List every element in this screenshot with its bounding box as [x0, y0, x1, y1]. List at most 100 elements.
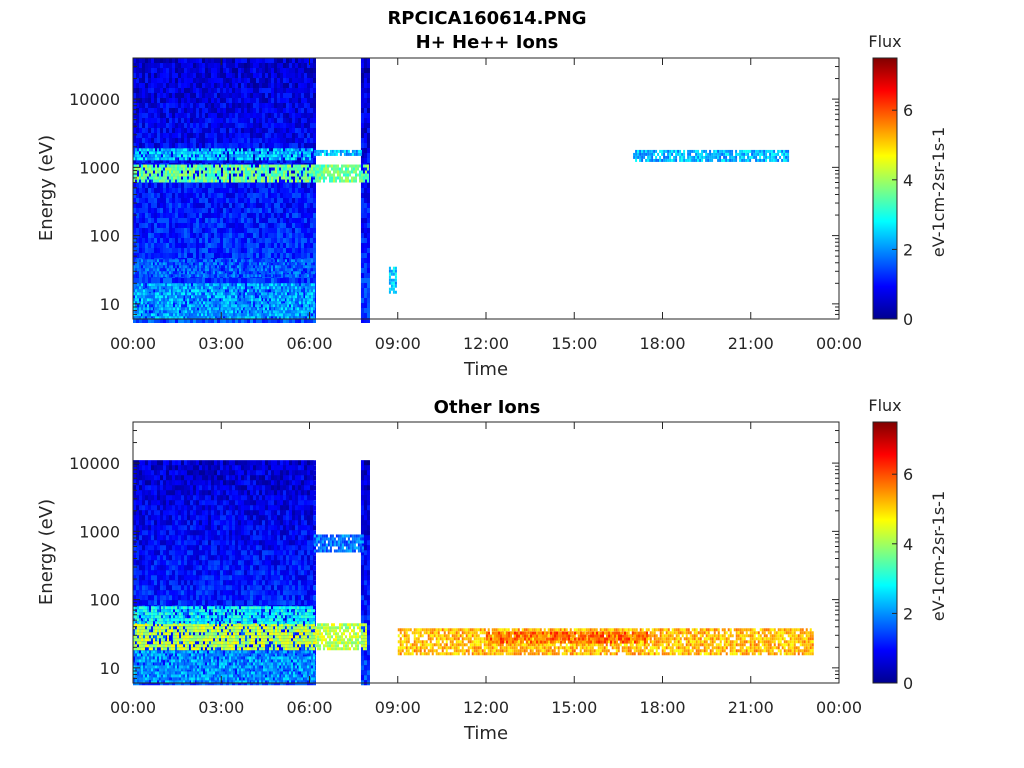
heatmap-band-cell — [135, 151, 137, 155]
heatmap-cell — [235, 243, 238, 248]
heatmap-band-cell — [307, 151, 309, 155]
heatmap-band-cell — [159, 307, 161, 311]
heatmap-band-cell — [263, 154, 265, 158]
heatmap-band-cell — [205, 316, 207, 320]
heatmap-cell — [145, 198, 148, 203]
heatmap-cell — [265, 188, 268, 193]
heatmap-cell — [366, 268, 370, 273]
heatmap-band-cell — [251, 167, 253, 171]
heatmap-band-cell — [307, 170, 309, 174]
heatmap-band-cell — [171, 316, 173, 320]
heatmap-band-cell — [145, 289, 147, 293]
heatmap-band-cell — [277, 313, 279, 317]
heatmap-cell — [157, 253, 160, 258]
heatmap-cell — [157, 163, 160, 168]
heatmap-band-cell — [261, 283, 263, 287]
heatmap-cell — [238, 198, 241, 203]
heatmap-cell — [238, 298, 241, 303]
heatmap-cell — [298, 283, 301, 288]
heatmap-band-cell — [221, 154, 223, 158]
heatmap-cell — [169, 238, 172, 243]
heatmap-band-cell — [215, 148, 217, 152]
heatmap-cell — [169, 63, 172, 68]
heatmap-band-cell — [287, 157, 289, 161]
heatmap-cell — [136, 253, 139, 258]
heatmap-cell — [196, 113, 199, 118]
heatmap-band-cell — [181, 167, 183, 171]
heatmap-cell — [199, 83, 202, 88]
heatmap-cell — [181, 138, 184, 143]
heatmap-cell — [241, 318, 244, 323]
heatmap-cell — [271, 98, 274, 103]
heatmap-band-cell — [239, 286, 241, 290]
heatmap-band-cell — [321, 173, 323, 177]
heatmap-cell — [133, 63, 136, 68]
heatmap-band-cell — [293, 154, 295, 158]
heatmap-band-cell — [247, 283, 249, 287]
heatmap-band-cell — [159, 173, 161, 177]
heatmap-cell — [244, 143, 247, 148]
heatmap-cell — [307, 103, 310, 108]
heatmap-cell — [274, 63, 277, 68]
heatmap-cell — [235, 223, 238, 228]
heatmap-cell — [247, 108, 250, 113]
heatmap-band-cell — [283, 164, 285, 168]
heatmap-cell — [199, 188, 202, 193]
heatmap-cell — [136, 158, 139, 163]
heatmap-band-cell — [169, 301, 171, 305]
heatmap-band-cell — [229, 292, 231, 296]
heatmap-cell — [238, 318, 241, 323]
heatmap-band-cell — [233, 286, 235, 290]
heatmap-band-cell — [245, 176, 247, 180]
heatmap-band-cell — [297, 151, 299, 155]
heatmap-cell — [244, 113, 247, 118]
heatmap-band-cell — [315, 179, 317, 183]
heatmap-band-cell — [239, 167, 241, 171]
heatmap-cell — [271, 128, 274, 133]
heatmap-cell — [163, 73, 166, 78]
heatmap-cell — [366, 153, 370, 158]
heatmap-cell — [271, 228, 274, 233]
heatmap-cell — [244, 223, 247, 228]
heatmap-band-cell — [275, 292, 277, 296]
heatmap-cell — [145, 318, 148, 323]
heatmap-cell — [241, 98, 244, 103]
heatmap-cell — [157, 198, 160, 203]
heatmap-cell — [175, 238, 178, 243]
heatmap-band-cell — [275, 154, 277, 158]
heatmap-band-cell — [253, 313, 255, 317]
heatmap-cell — [265, 123, 268, 128]
heatmap-band-cell — [233, 316, 235, 320]
heatmap-cell — [307, 188, 310, 193]
heatmap-band-cell — [215, 157, 217, 161]
heatmap-band-cell — [245, 151, 247, 155]
heatmap-cell — [175, 188, 178, 193]
heatmap-cell — [313, 188, 316, 193]
heatmap-band-cell — [219, 151, 221, 155]
heatmap-cell — [208, 128, 211, 133]
heatmap-band-cell — [157, 316, 159, 320]
heatmap-band-cell — [143, 173, 145, 177]
heatmap-band-cell — [261, 157, 263, 161]
heatmap-cell — [360, 93, 364, 98]
heatmap-band-cell — [243, 283, 245, 287]
heatmap-cell — [280, 153, 283, 158]
heatmap-band-cell — [197, 157, 199, 161]
heatmap-band-cell — [277, 289, 279, 293]
heatmap-cell — [226, 268, 229, 273]
heatmap-band-cell — [203, 173, 205, 177]
heatmap-cell — [190, 163, 193, 168]
heatmap-band-cell — [169, 283, 171, 287]
heatmap-band-cell — [225, 151, 227, 155]
heatmap-cell — [307, 248, 310, 253]
heatmap-cell — [274, 78, 277, 83]
heatmap-band-cell — [185, 307, 187, 311]
heatmap-band-cell — [223, 148, 225, 152]
heatmap-band-cell — [149, 283, 151, 287]
heatmap-band-cell — [225, 292, 227, 296]
heatmap-cell — [250, 183, 253, 188]
heatmap-band-cell — [159, 298, 161, 302]
heatmap-band-cell — [207, 151, 209, 155]
heatmap-cell — [163, 318, 166, 323]
